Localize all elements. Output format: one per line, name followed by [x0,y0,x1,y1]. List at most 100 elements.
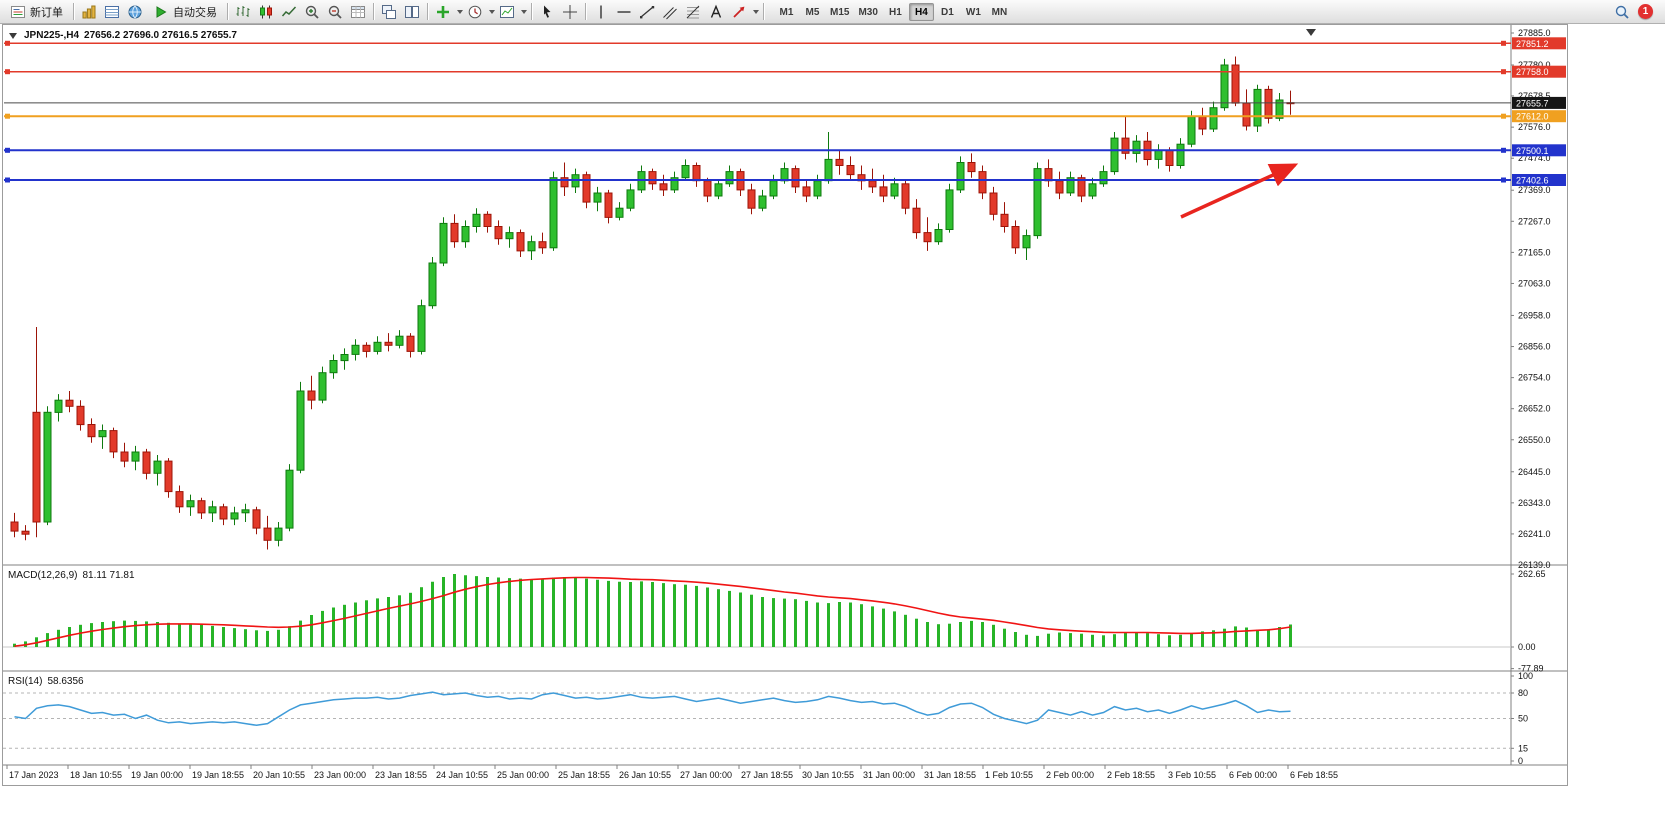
candle-body [604,192,613,218]
timeframe-m1[interactable]: M1 [779,6,794,18]
cascade-windows-icon [405,5,419,18]
hline-handle[interactable] [1501,40,1506,46]
crosshair-tool-button[interactable] [559,1,581,22]
channel-tool-button[interactable] [659,1,681,22]
autotrading-button[interactable]: 自动交易 [147,1,223,22]
hline-handle[interactable] [5,147,10,153]
price-axis-label: 27063.0 [1518,278,1551,288]
horizontal-line-tool-button[interactable] [613,1,635,22]
candle-body [10,521,19,532]
candle-body [758,195,767,209]
candle-body [1066,177,1075,194]
periods-dropdown-caret-icon[interactable] [489,9,495,14]
fibonacci-tool-button[interactable] [682,1,704,22]
data-window-icon [105,5,119,18]
candle-body [769,180,778,197]
hline-handle[interactable] [1501,147,1506,153]
trendline-tool-button[interactable] [636,1,658,22]
candlestick-mode-button[interactable] [255,1,277,22]
cursor-tool-button[interactable] [536,1,558,22]
time-axis-label: 25 Jan 00:00 [497,770,549,780]
price-axis-label: 26958.0 [1518,310,1551,320]
templates-button[interactable] [496,1,518,22]
hline-handle[interactable] [1501,177,1506,183]
hline-handle[interactable] [1501,113,1506,119]
hline-handle[interactable] [5,177,10,183]
timeframe-w1[interactable]: W1 [965,6,981,18]
time-axis-label: 1 Feb 10:55 [985,770,1033,780]
candle-body [912,207,921,234]
price-axis-label: 27369.0 [1518,185,1551,195]
timeframe-m30[interactable]: M30 [858,6,878,18]
notification-badge[interactable]: 1 [1638,4,1653,19]
market-watch-button[interactable] [78,1,100,22]
data-window-button[interactable] [101,1,123,22]
chart-window: 27885.0 27780.0 27678.5 27576.0 27474.0 27369… [2,24,1568,786]
macd-axis-label: 262.65 [1518,569,1546,579]
bar-chart-mode-button[interactable] [232,1,254,22]
candle-body [593,192,602,203]
candle-body [131,451,140,462]
indicator-dropdown-caret-icon[interactable] [457,9,463,14]
price-axis-label: 27576.0 [1518,122,1551,132]
timeframe-mn[interactable]: MN [991,6,1008,18]
cascade-windows-button[interactable] [401,1,423,22]
new-order-button[interactable]: 新订单 [4,1,69,22]
line-chart-mode-button[interactable] [278,1,300,22]
price-chart[interactable]: 27885.0 27780.0 27678.5 27576.0 27474.0 27369… [3,25,1567,785]
timeframe-m15[interactable]: M15 [830,6,850,18]
hline-handle[interactable] [5,40,10,46]
toolbar-separator [227,3,228,20]
hline-handle[interactable] [5,69,10,75]
candle-body [516,232,525,252]
templates-dropdown-caret-icon[interactable] [521,9,527,14]
candle-body [692,165,701,182]
navigator-button[interactable] [124,1,146,22]
hline-handle[interactable] [5,113,10,119]
timeframe-m5[interactable]: M5 [805,6,820,18]
candle-body [1044,168,1053,182]
candle-body [714,183,723,197]
candle-body [1132,140,1141,154]
time-axis-label: 3 Feb 10:55 [1168,770,1216,780]
time-axis-label: 19 Jan 00:00 [131,770,183,780]
candle-body [1110,137,1119,173]
chart-shift-marker[interactable] [1306,29,1316,36]
main-toolbar: 新订单 自动交易 [0,0,1665,24]
time-axis-label: 17 Jan 2023 [9,770,59,780]
timeframe-d1[interactable]: D1 [941,6,954,18]
search-button[interactable] [1611,1,1633,22]
candle-body [802,186,811,197]
strategy-tester-button[interactable] [347,1,369,22]
candle-body [1209,107,1218,130]
candle-body [109,430,118,453]
arrows-tool-button[interactable] [728,1,750,22]
hline-handle[interactable] [1501,69,1506,75]
timeframe-h4[interactable]: H4 [908,2,934,21]
zoom-out-button[interactable] [324,1,346,22]
rsi-axis-label: 80 [1518,688,1528,698]
candle-body [626,189,635,209]
candlestick-icon [260,5,272,18]
text-tool-button[interactable] [705,1,727,22]
candle-body [208,506,217,514]
candle-body [1187,116,1196,145]
toolbar-separator [73,3,74,20]
toolbar-separator [427,3,428,20]
candle-body [1022,235,1031,249]
timeframe-h1[interactable]: H1 [889,6,902,18]
tile-windows-button[interactable] [378,1,400,22]
time-axis-label: 6 Feb 00:00 [1229,770,1277,780]
candle-body [263,527,272,541]
candle-body [362,344,371,352]
candle-body [813,180,822,197]
macd-axis-label: -77.89 [1518,664,1544,674]
add-indicator-button[interactable] [432,1,454,22]
candle-body [230,512,239,520]
shapes-dropdown-caret-icon[interactable] [753,9,759,14]
zoom-in-button[interactable] [301,1,323,22]
periods-button[interactable] [464,1,486,22]
candle-body [1231,64,1240,104]
trend-arrow[interactable] [1180,163,1299,219]
vertical-line-tool-button[interactable] [590,1,612,22]
